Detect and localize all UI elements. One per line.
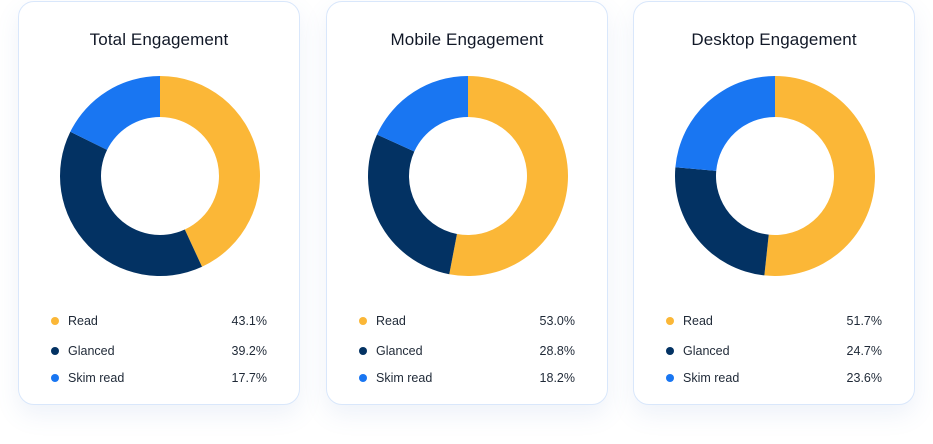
donut-slice-skim-read: [675, 76, 775, 171]
legend-value: 23.6%: [846, 371, 882, 385]
legend-dot-glanced: [666, 347, 674, 355]
donut-slice-skim-read: [376, 76, 468, 152]
donut-slice-read: [764, 76, 875, 276]
legend-value: 28.8%: [539, 344, 575, 358]
donut-slice-glanced: [675, 167, 769, 276]
legend-row-glanced: Glanced 24.7%: [666, 342, 882, 360]
donut-chart: [675, 76, 875, 276]
legend-row-read: Read 43.1%: [51, 312, 267, 330]
legend-value: 39.2%: [231, 344, 267, 358]
donut-slice-read: [160, 76, 260, 267]
legend-label: Glanced: [68, 344, 115, 358]
legend-value: 18.2%: [539, 371, 575, 385]
mobile-engagement-card: Mobile Engagement Read 53.0% Glanced 28.…: [326, 1, 608, 405]
legend-dot-skim-read: [359, 374, 367, 382]
legend-value: 51.7%: [846, 314, 882, 328]
legend-label: Skim read: [683, 371, 740, 385]
donut-slice-read: [449, 76, 568, 276]
legend-dot-read: [666, 317, 674, 325]
legend-dot-glanced: [51, 347, 59, 355]
donut-slice-glanced: [368, 134, 457, 275]
legend-label: Glanced: [683, 344, 730, 358]
legend-label: Read: [68, 314, 98, 328]
legend-dot-skim-read: [666, 374, 674, 382]
legend-dot-read: [51, 317, 59, 325]
legend-row-glanced: Glanced 28.8%: [359, 342, 575, 360]
card-title: Total Engagement: [89, 30, 229, 49]
card-title: Desktop Engagement: [691, 30, 857, 49]
legend-dot-read: [359, 317, 367, 325]
donut-slice-glanced: [60, 131, 203, 276]
donut-slice-skim-read: [70, 76, 160, 150]
legend-value: 24.7%: [846, 344, 882, 358]
legend-row-read: Read 53.0%: [359, 312, 575, 330]
legend-row-skim-read: Skim read 17.7%: [51, 369, 267, 387]
legend-label: Skim read: [376, 371, 433, 385]
legend-value: 53.0%: [539, 314, 575, 328]
legend-dot-glanced: [359, 347, 367, 355]
legend-row-skim-read: Skim read 23.6%: [666, 369, 882, 387]
legend-label: Skim read: [68, 371, 125, 385]
total-engagement-card: Total Engagement Read 43.1% Glanced 39.2…: [18, 1, 300, 405]
legend-row-read: Read 51.7%: [666, 312, 882, 330]
card-title: Mobile Engagement: [390, 30, 544, 49]
legend-dot-skim-read: [51, 374, 59, 382]
legend-label: Read: [683, 314, 713, 328]
legend-label: Read: [376, 314, 406, 328]
legend-row-skim-read: Skim read 18.2%: [359, 369, 575, 387]
legend-value: 17.7%: [231, 371, 267, 385]
legend-value: 43.1%: [231, 314, 267, 328]
legend-row-glanced: Glanced 39.2%: [51, 342, 267, 360]
donut-chart: [60, 76, 260, 276]
legend-label: Glanced: [376, 344, 423, 358]
donut-chart: [368, 76, 568, 276]
desktop-engagement-card: Desktop Engagement Read 51.7% Glanced 24…: [633, 1, 915, 405]
